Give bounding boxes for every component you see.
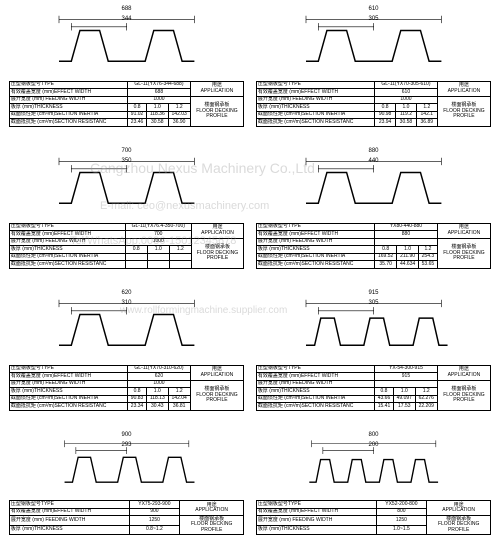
spec-table: 压型钢板型号TYPEYX-54-300-915用途APPLICATION 有效覆… — [256, 365, 491, 411]
dim-overall: 800 — [368, 432, 378, 438]
dim-pitch: 293 — [121, 442, 131, 448]
spec-table: 压型钢板型号TYPEGL-11(YX70-310-620)用途APPLICATI… — [9, 365, 244, 411]
dim-pitch: 350 — [121, 158, 131, 164]
spec-table: 压型钢板型号TYPEYX52-200-800用途APPLICATION 有效覆盖… — [256, 500, 491, 535]
profile-drawing: 915 305 — [251, 288, 496, 365]
profile-cell: 700 350 压型钢板型号TYPEGL-11(YX76.4-350-700)用… — [4, 146, 249, 286]
dim-overall: 700 — [121, 148, 131, 154]
dim-pitch: 344 — [121, 16, 131, 22]
dim-overall: 900 — [121, 432, 131, 438]
profile-drawing: 620 310 — [4, 288, 249, 365]
spec-table: 压型钢板型号TYPEGL-11(YX76-344-688)用途APPLICATI… — [9, 81, 244, 127]
dim-overall: 620 — [121, 290, 131, 296]
dim-pitch: 200 — [368, 442, 378, 448]
dim-overall: 880 — [368, 148, 378, 154]
spec-table: 压型钢板型号TYPEGL-11(YX70-305-610)用途APPLICATI… — [256, 81, 491, 127]
profile-cell: 800 200 压型钢板型号TYPEYX52-200-800用途APPLICAT… — [251, 430, 496, 558]
spec-table: 压型钢板型号TYPEYX75-293-900用途APPLICATION 有效覆盖… — [9, 500, 244, 535]
profile-cell: 620 310 压型钢板型号TYPEGL-11(YX70-310-620)用途A… — [4, 288, 249, 428]
dim-pitch: 305 — [368, 16, 378, 22]
profile-drawing: 688 344 — [4, 4, 249, 81]
profile-cell: 880 440 压型钢板型号TYPEYX80-440-880用途APPLICAT… — [251, 146, 496, 286]
profile-drawing: 610 305 — [251, 4, 496, 81]
profile-cell: 610 305 压型钢板型号TYPEGL-11(YX70-305-610)用途A… — [251, 4, 496, 144]
dim-overall: 610 — [368, 6, 378, 12]
profile-cell: 900 293 压型钢板型号TYPEYX75-293-900用途APPLICAT… — [4, 430, 249, 558]
profile-drawing: 900 293 — [4, 430, 249, 501]
dim-overall: 915 — [368, 290, 378, 296]
profile-drawing: 800 200 — [251, 430, 496, 501]
profile-drawing: 880 440 — [251, 146, 496, 223]
profile-cell: 915 305 压型钢板型号TYPEYX-54-300-915用途APPLICA… — [251, 288, 496, 428]
spec-table: 压型钢板型号TYPEYX80-440-880用途APPLICATION 有效覆盖… — [256, 223, 491, 269]
dim-pitch: 310 — [121, 300, 131, 306]
dim-pitch: 440 — [368, 158, 378, 164]
dim-pitch: 305 — [368, 300, 378, 306]
dim-overall: 688 — [121, 6, 131, 12]
profile-cell: 688 344 压型钢板型号TYPEGL-11(YX76-344-688)用途A… — [4, 4, 249, 144]
spec-table: 压型钢板型号TYPEGL-11(YX76.4-350-700)用途APPLICA… — [9, 223, 244, 269]
profile-drawing: 700 350 — [4, 146, 249, 223]
